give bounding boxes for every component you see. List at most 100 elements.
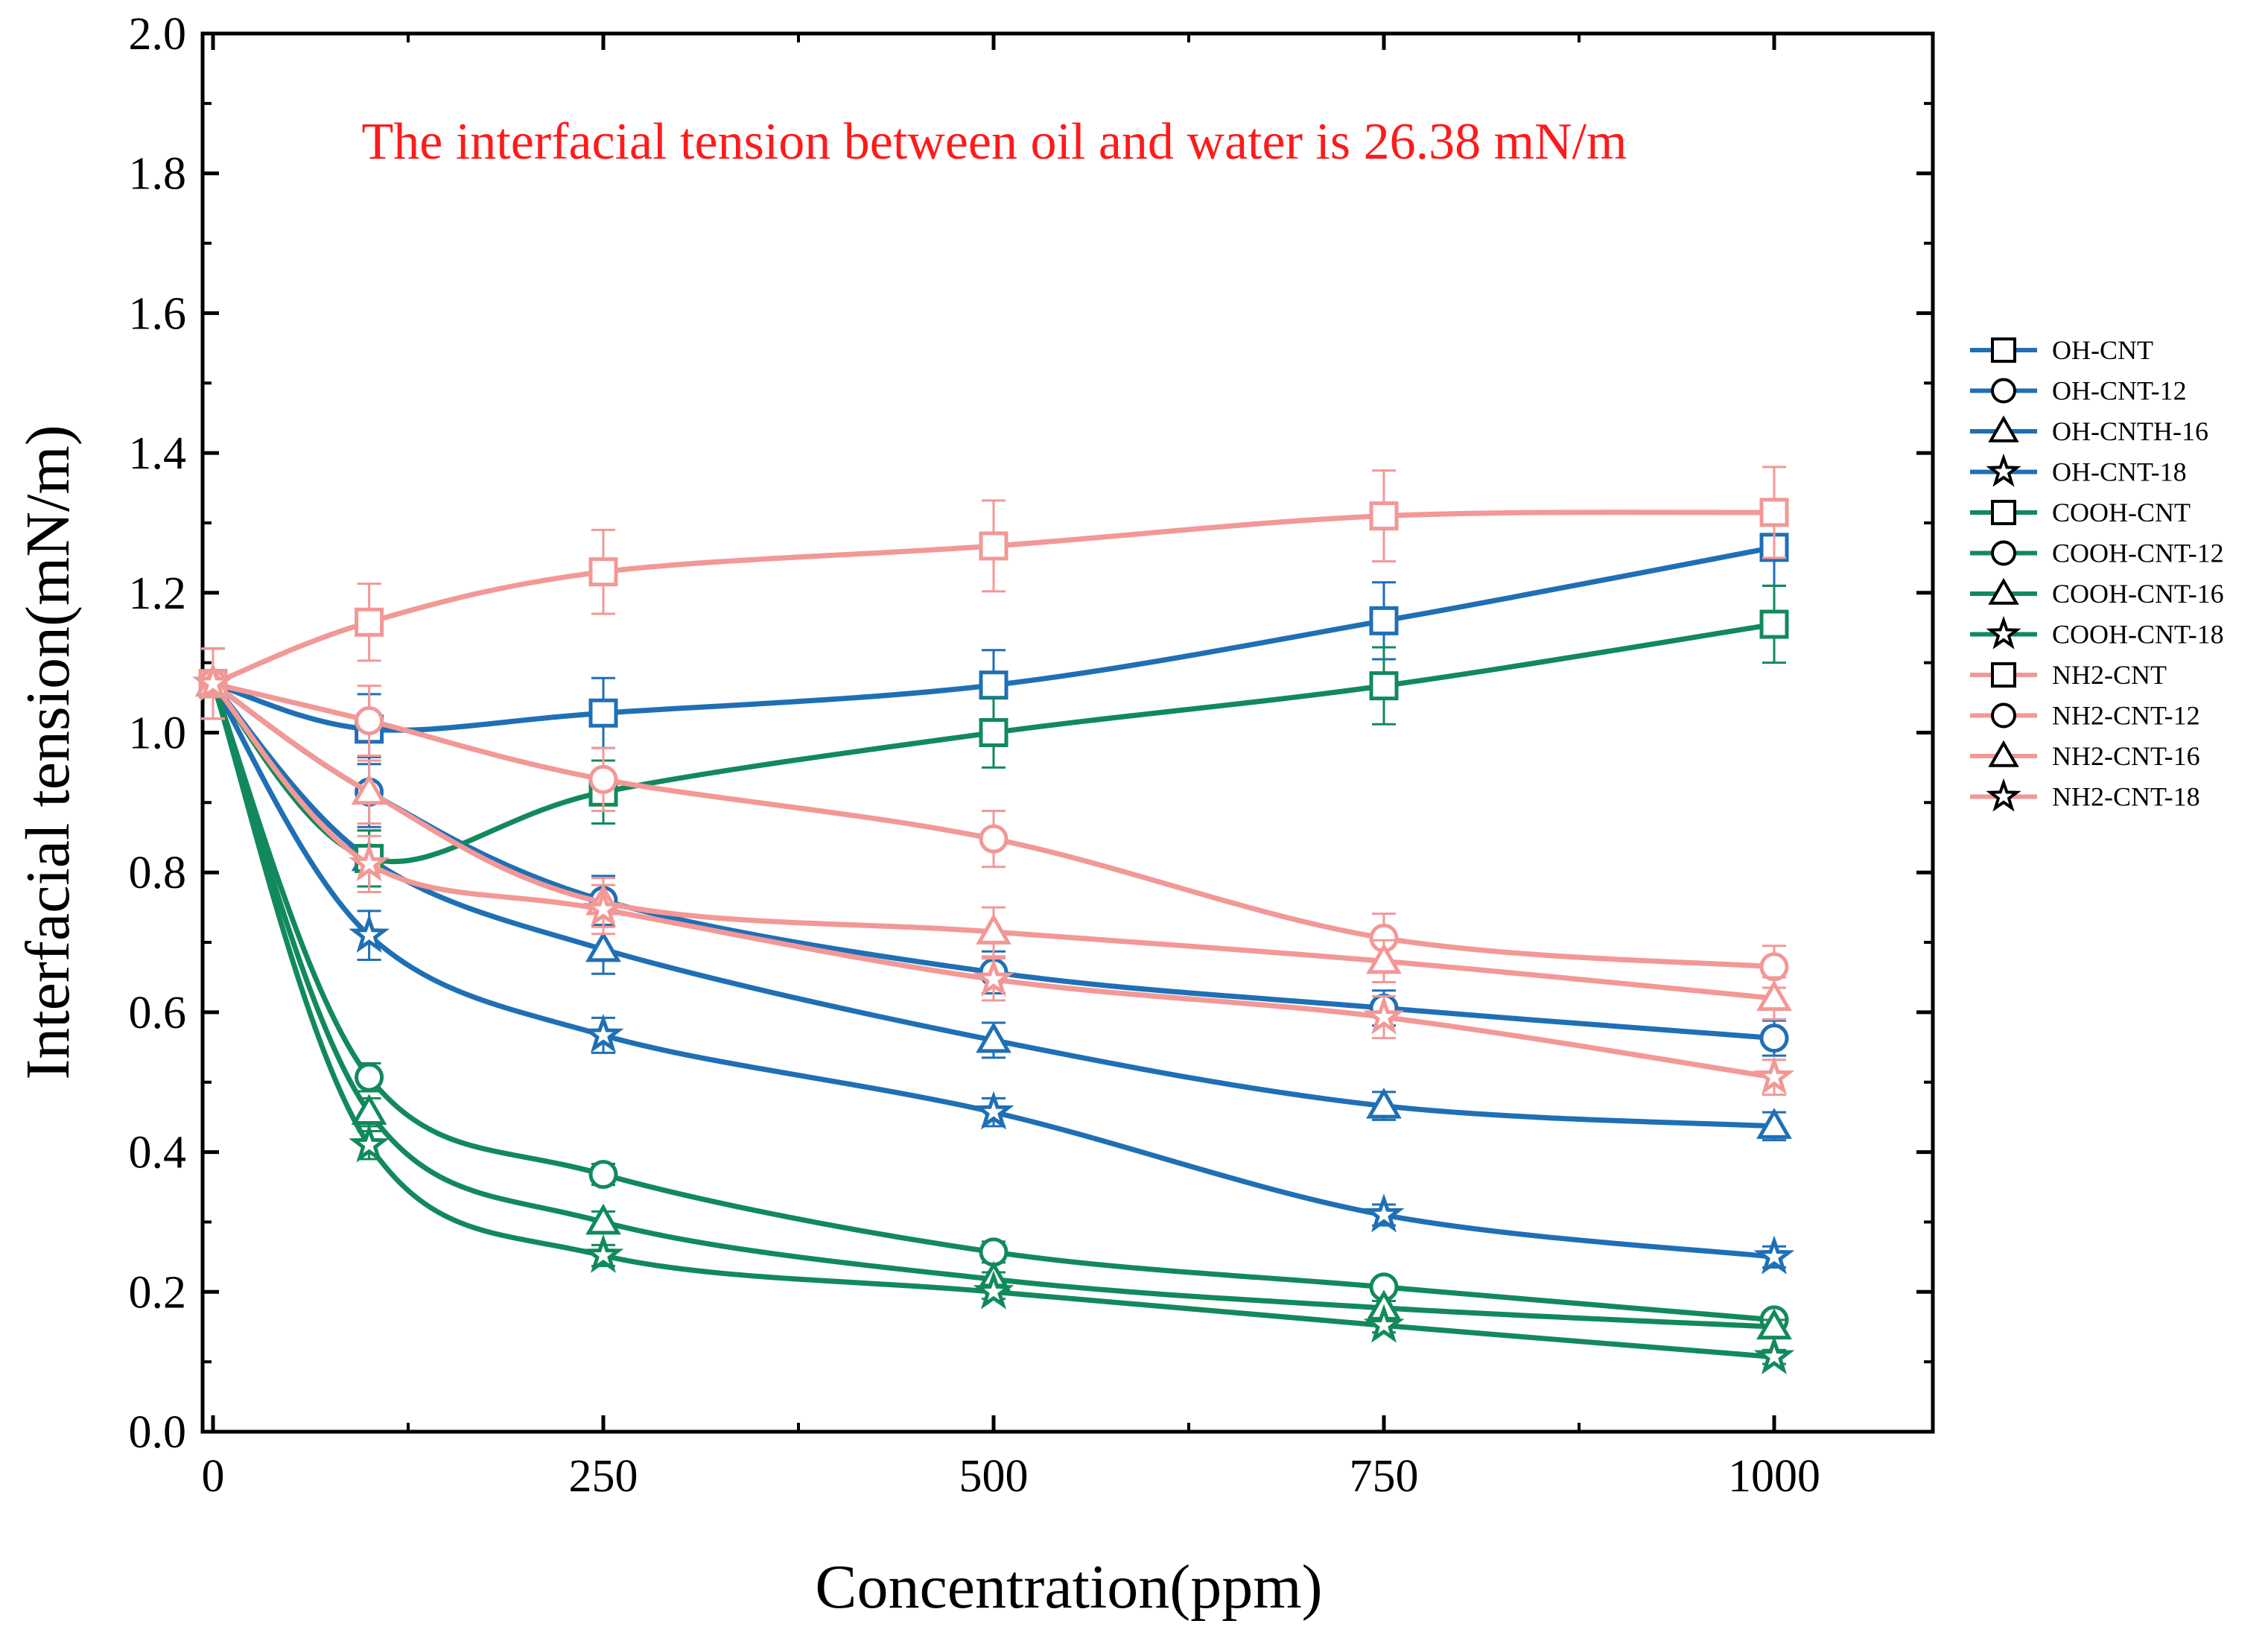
data-point bbox=[1759, 1024, 1789, 1053]
data-point bbox=[979, 531, 1008, 561]
legend-label: COOH-CNT bbox=[2052, 498, 2191, 527]
data-point bbox=[1756, 1108, 1792, 1139]
y-tick-label: 1.2 bbox=[129, 568, 187, 619]
data-point bbox=[1366, 942, 1402, 974]
y-tick-label: 1.8 bbox=[129, 149, 187, 200]
data-point bbox=[585, 1203, 621, 1235]
data-point bbox=[585, 930, 621, 962]
x-tick-label: 750 bbox=[1350, 1451, 1419, 1502]
legend-marker bbox=[1988, 740, 2019, 767]
annotation-text: The interfacial tension between oil and … bbox=[362, 113, 1627, 171]
legend-label: COOH-CNT-18 bbox=[2052, 620, 2224, 650]
legend-item: COOH-CNT-12 bbox=[1970, 539, 2224, 568]
legend-item: OH-CNT-12 bbox=[1970, 376, 2187, 406]
data-point bbox=[973, 1270, 1014, 1310]
data-point bbox=[582, 888, 624, 927]
legend-marker bbox=[1986, 778, 2021, 812]
data-point bbox=[1363, 995, 1405, 1035]
data-point bbox=[1369, 501, 1399, 531]
labels-group: The interfacial tension between oil and … bbox=[13, 113, 1627, 1622]
legend-label: COOH-CNT-12 bbox=[2052, 539, 2224, 568]
data-point bbox=[349, 842, 390, 882]
legend-label: OH-CNT-18 bbox=[2052, 457, 2187, 487]
legend-marker bbox=[1991, 702, 2016, 729]
legend-label: OH-CNT-12 bbox=[2052, 376, 2187, 406]
data-point bbox=[979, 1237, 1008, 1267]
legend-item: OH-CNT bbox=[1970, 335, 2153, 365]
x-tick-label: 1000 bbox=[1728, 1451, 1820, 1502]
series-nh2-cnt-12 bbox=[198, 647, 1789, 989]
data-point bbox=[588, 1160, 618, 1190]
data-point bbox=[979, 718, 1008, 747]
x-tick-label: 0 bbox=[202, 1451, 225, 1502]
data-point bbox=[973, 1091, 1014, 1130]
x-tick-label: 500 bbox=[959, 1451, 1029, 1502]
data-point bbox=[976, 1021, 1011, 1053]
data-point bbox=[355, 1062, 384, 1092]
legend-marker bbox=[1991, 337, 2016, 363]
y-tick-label: 2.0 bbox=[129, 9, 187, 60]
y-tick-label: 1.6 bbox=[129, 288, 187, 339]
legend-item: COOH-CNT bbox=[1970, 498, 2191, 527]
series-group bbox=[192, 466, 1795, 1374]
data-point bbox=[355, 607, 384, 637]
series-line bbox=[210, 682, 1775, 1360]
y-tick-label: 0.2 bbox=[129, 1267, 187, 1318]
legend-marker bbox=[1991, 500, 2016, 525]
series-line bbox=[211, 682, 1775, 1260]
legend-label: NH2-CNT-18 bbox=[2052, 782, 2200, 812]
data-point bbox=[1753, 1056, 1795, 1095]
data-point bbox=[192, 662, 234, 702]
legend-label: COOH-CNT-16 bbox=[2052, 579, 2224, 609]
data-point bbox=[588, 698, 618, 728]
data-point bbox=[1753, 1235, 1795, 1275]
series-line bbox=[210, 682, 1775, 1323]
data-point bbox=[349, 1123, 390, 1163]
y-tick-label: 0.6 bbox=[129, 988, 187, 1038]
y-tick-label: 0.8 bbox=[129, 848, 187, 898]
data-point bbox=[1366, 1088, 1402, 1119]
legend-item: NH2-CNT bbox=[1970, 660, 2167, 690]
legend-marker bbox=[1991, 662, 2016, 688]
legend-marker bbox=[1991, 378, 2016, 404]
data-point bbox=[1759, 952, 1789, 982]
legend-item: OH-CNTH-16 bbox=[1970, 415, 2208, 446]
legend-item: NH2-CNT-18 bbox=[1970, 778, 2200, 812]
data-point bbox=[1369, 606, 1399, 635]
y-tick-label: 0.0 bbox=[129, 1407, 187, 1458]
data-point bbox=[351, 1094, 387, 1126]
data-point bbox=[1363, 1304, 1405, 1343]
legend-label: OH-CNT bbox=[2052, 335, 2153, 365]
y-axis-title: Interfacial tension(mN/m) bbox=[13, 425, 83, 1079]
data-point bbox=[582, 1013, 624, 1053]
legend-label: NH2-CNT bbox=[2052, 660, 2167, 690]
legend-label: NH2-CNT-16 bbox=[2052, 741, 2200, 771]
series-nh2-cnt bbox=[198, 466, 1789, 720]
legend-item: OH-CNT-18 bbox=[1970, 453, 2187, 487]
legend-item: COOH-CNT-16 bbox=[1970, 577, 2224, 609]
data-point bbox=[979, 824, 1008, 854]
data-point bbox=[1759, 609, 1789, 639]
data-point bbox=[351, 773, 387, 805]
y-tick-label: 0.4 bbox=[129, 1128, 187, 1178]
data-point bbox=[588, 557, 618, 587]
data-point bbox=[588, 764, 618, 794]
data-point bbox=[979, 670, 1008, 700]
data-point bbox=[973, 957, 1014, 997]
y-tick-label: 1.0 bbox=[129, 708, 187, 759]
legend-marker bbox=[1991, 540, 2016, 566]
legend-marker bbox=[1986, 615, 2021, 650]
y-tick-label: 1.4 bbox=[129, 428, 187, 479]
data-point bbox=[1753, 1335, 1795, 1374]
data-point bbox=[1369, 671, 1399, 701]
x-tick-label: 250 bbox=[569, 1451, 638, 1502]
data-point bbox=[355, 706, 384, 736]
axes-group: 0.0 0.2 0.4 0.6 0.8 1.0 1.2 1.4 1.6 1.8 2.0 0 250 500… bbox=[129, 9, 1935, 1502]
legend-marker bbox=[1988, 577, 2019, 605]
data-point bbox=[1759, 498, 1789, 527]
legend-marker bbox=[1986, 453, 2021, 487]
data-point bbox=[976, 913, 1011, 945]
legend-item: NH2-CNT-12 bbox=[1970, 701, 2200, 731]
